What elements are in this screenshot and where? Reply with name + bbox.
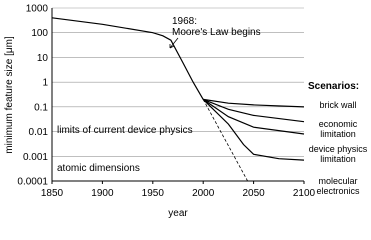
legend-entry: brick wall <box>319 100 357 110</box>
y-tick-label: 10 <box>37 53 49 64</box>
y-tick-label: 100 <box>31 28 48 39</box>
x-tick-label: 1950 <box>142 188 165 199</box>
series-line <box>51 17 204 100</box>
y-tick-label: 1 <box>42 78 48 89</box>
y-tick-label: 1000 <box>26 4 49 15</box>
chart: year minimum feature size [μm] Scenarios… <box>4 4 359 220</box>
page: year minimum feature size [μm] Scenarios… <box>4 4 368 220</box>
legend-entry: economic limitation <box>318 119 358 139</box>
legend-entry: molecular electronics <box>316 176 360 196</box>
legend-title: Scenarios: <box>308 81 359 92</box>
x-tick-label: 1900 <box>91 188 114 199</box>
x-tick-label: 2100 <box>293 188 316 199</box>
y-tick-label: 0.01 <box>29 127 49 138</box>
x-tick-label: 1850 <box>41 188 64 199</box>
series-line <box>202 98 305 135</box>
legend-entry: device physics limitation <box>308 144 368 164</box>
series-line <box>202 99 248 182</box>
series-line <box>202 98 305 123</box>
annotation: Moore's Law begins <box>172 27 261 38</box>
x-tick-label: 2050 <box>242 188 265 199</box>
y-tick-label: 0.0001 <box>17 177 48 188</box>
y-tick-label: 0.1 <box>34 102 48 113</box>
annotation: limits of current device physics <box>57 125 193 136</box>
x-tick-label: 2000 <box>192 188 215 199</box>
annotation: 1968: <box>172 16 197 27</box>
annotation: atomic dimensions <box>57 163 140 174</box>
annotation-arrow <box>169 37 179 49</box>
y-axis-label: minimum feature size [μm] <box>4 36 15 154</box>
series-line <box>202 98 305 161</box>
x-axis-label: year <box>168 208 188 219</box>
y-tick-label: 0.001 <box>23 152 48 163</box>
series-line <box>203 98 305 108</box>
